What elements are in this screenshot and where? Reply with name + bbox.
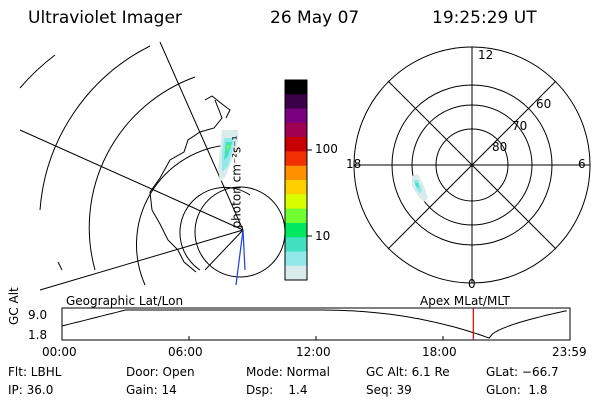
coastline-north xyxy=(204,95,231,119)
strip-xtick-0600: 06:00 xyxy=(168,345,203,359)
sun-direction-lines xyxy=(235,229,246,286)
colorbar-swatch xyxy=(285,222,307,238)
mlt-label-0: 0 xyxy=(468,277,476,291)
colorbar-frame xyxy=(284,79,308,281)
meridian-4 xyxy=(204,229,244,271)
lat-label-80: 80 xyxy=(492,140,508,154)
mlt-label-18: 18 xyxy=(346,157,362,171)
latitude-arc-outer xyxy=(19,54,56,89)
strip-xtick-1800: 18:00 xyxy=(422,345,457,359)
mlt-label-12: 12 xyxy=(478,48,494,62)
meridian-2 xyxy=(39,229,244,291)
status-seq: Seq: 39 xyxy=(366,383,412,397)
meridian-3 xyxy=(159,41,244,231)
status-gain: Gain: 14 xyxy=(126,383,177,397)
colorbar-swatch xyxy=(285,165,307,181)
colorbar-swatch xyxy=(285,151,307,167)
strip-xtick-0000: 00:00 xyxy=(42,345,77,359)
colorbar-swatch xyxy=(285,80,307,95)
strip-ytick-max: 9.0 xyxy=(28,308,48,322)
strip-xtick-1200: 12:00 xyxy=(296,345,331,359)
colorbar-swatch xyxy=(285,180,307,195)
lat-label-70: 70 xyxy=(512,119,528,133)
strip-frame xyxy=(61,307,571,341)
lat-label-60: 60 xyxy=(536,97,552,111)
meridian-1 xyxy=(19,129,244,231)
status-glon: GLon: 1.8 xyxy=(486,383,548,397)
colorbar-tick-label-100: 100 xyxy=(315,142,338,156)
colorbar-swatch xyxy=(285,251,307,267)
colorbar-swatch xyxy=(285,194,307,210)
status-mode: Mode: Normal xyxy=(246,365,330,379)
strip-xtick-2359: 23:59 xyxy=(552,345,587,359)
coastline xyxy=(149,99,223,273)
time-label: 19:25:29 UT xyxy=(432,8,537,28)
latitude-arc-2 xyxy=(39,45,151,211)
date-label: 26 May 07 xyxy=(270,8,360,28)
mlt-label-6: 6 xyxy=(578,157,586,171)
latitude-arc-3 xyxy=(88,76,196,271)
strip-ylabel: GC Alt xyxy=(7,287,21,325)
status-glat: GLat: −66.7 xyxy=(486,365,559,379)
status-gc-alt: GC Alt: 6.1 Re xyxy=(366,365,450,379)
colorbar-swatch xyxy=(285,237,307,252)
island-outline xyxy=(57,261,63,271)
apex-caption: Apex MLat/MLT xyxy=(420,294,510,308)
status-filter: Flt: LBHL xyxy=(8,365,62,379)
aurora-emission xyxy=(218,130,238,182)
colorbar-tick-label-10: 10 xyxy=(315,229,331,243)
status-dsp: Dsp: 1.4 xyxy=(246,383,308,397)
colorbar-swatch xyxy=(285,122,307,138)
colorbar-swatch xyxy=(285,208,307,224)
polar-aurora-emission xyxy=(412,174,428,202)
mlt-line-diag-2 xyxy=(387,80,557,250)
instrument-title: Ultraviolet Imager xyxy=(28,8,182,28)
colorbar-swatch xyxy=(285,137,307,152)
altitude-curve xyxy=(61,309,567,339)
colorbar-swatch xyxy=(285,265,307,281)
colorbar-swatch xyxy=(285,108,307,124)
status-ip: IP: 36.0 xyxy=(8,383,54,397)
geographic-caption: Geographic Lat/Lon xyxy=(66,294,184,308)
strip-ytick-min: 1.8 xyxy=(28,328,48,342)
colorbar-swatch xyxy=(285,94,307,110)
status-door: Door: Open xyxy=(126,365,195,379)
colorbar-gradient xyxy=(285,80,307,281)
